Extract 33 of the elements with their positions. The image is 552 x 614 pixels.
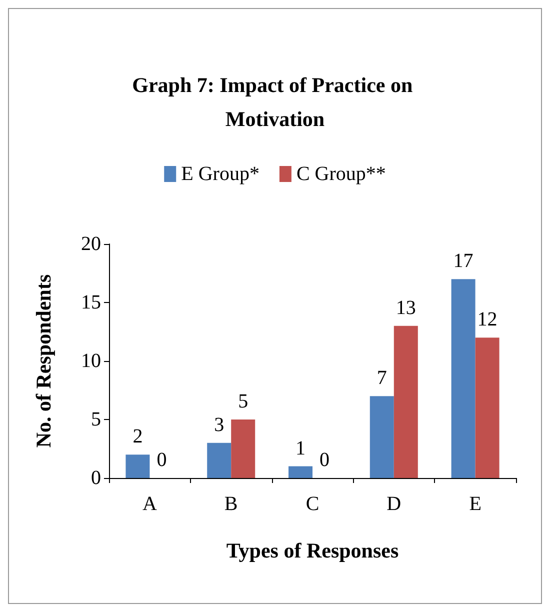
x-tick-label: A xyxy=(142,493,158,515)
bar xyxy=(288,466,312,478)
bar xyxy=(475,338,500,478)
y-tick-label: 0 xyxy=(91,467,101,489)
bar xyxy=(126,454,150,478)
bar xyxy=(231,420,256,478)
x-axis-title: Types of Responses xyxy=(226,538,399,562)
y-axis-title: No. of Respondents xyxy=(32,274,56,448)
y-tick-label: 10 xyxy=(81,350,101,372)
bar xyxy=(207,442,232,478)
y-tick-label: 5 xyxy=(91,408,101,430)
data-label: 7 xyxy=(376,367,387,390)
y-tick-label: 15 xyxy=(81,292,101,314)
data-label: 2 xyxy=(132,426,143,448)
x-tick-label: E xyxy=(469,493,482,515)
legend-label: C Group** xyxy=(296,163,386,185)
x-tick-label: B xyxy=(224,493,238,515)
legend-label: E Group* xyxy=(181,163,260,185)
bar xyxy=(394,326,418,478)
data-label: 0 xyxy=(156,449,167,471)
data-label: 5 xyxy=(238,390,248,412)
data-label: 12 xyxy=(477,308,498,331)
data-label: 0 xyxy=(320,449,330,471)
data-label: 13 xyxy=(396,296,416,319)
x-tick-label: D xyxy=(386,493,402,515)
bar xyxy=(451,279,476,478)
data-label: 3 xyxy=(214,414,224,436)
data-label: 1 xyxy=(296,437,306,460)
bar xyxy=(370,396,394,478)
x-tick-label: C xyxy=(306,493,320,515)
chart-title: Graph 7: Impact of Practice on Motivation xyxy=(132,73,418,131)
y-tick-label: 20 xyxy=(81,233,101,255)
data-label: 17 xyxy=(453,250,474,272)
